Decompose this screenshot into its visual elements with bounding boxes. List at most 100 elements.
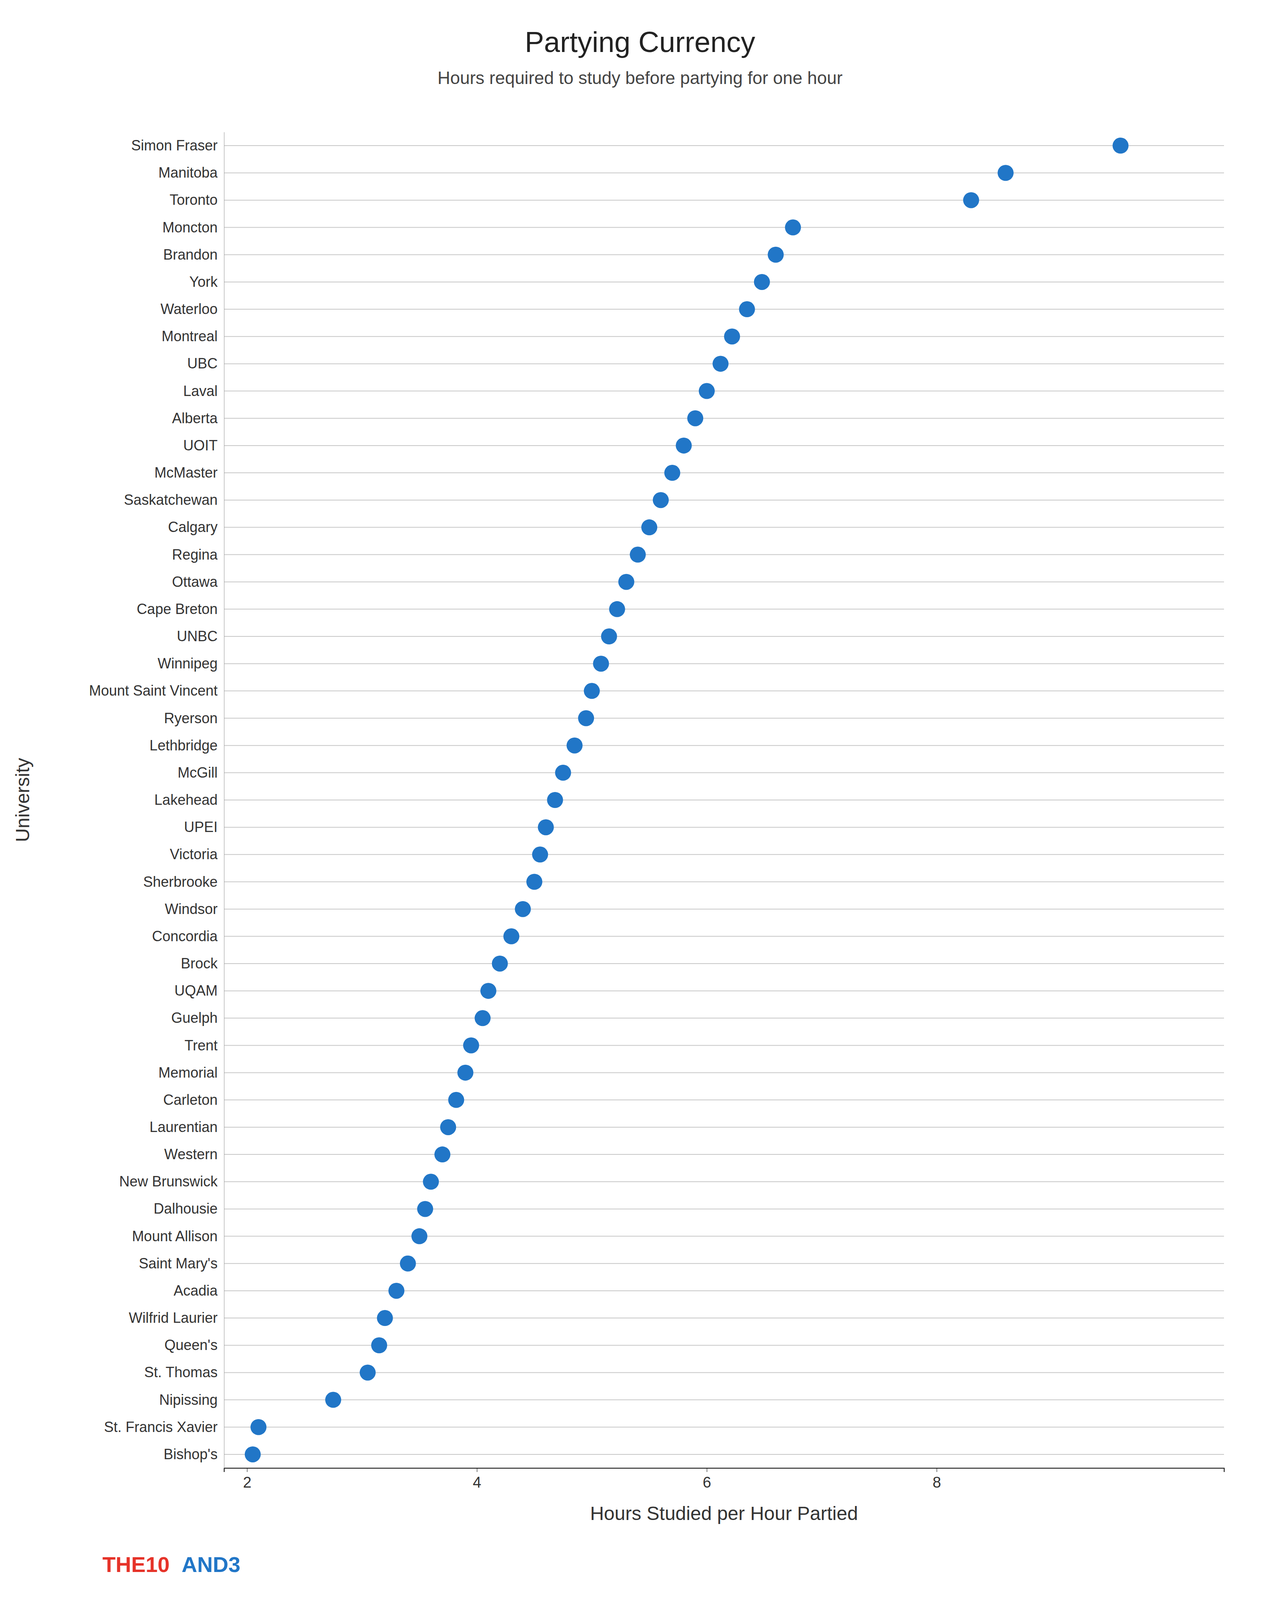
grid-line (224, 826, 1224, 828)
dot (767, 246, 784, 263)
y-tick-label: Guelph (171, 1009, 218, 1026)
grid-line (224, 1426, 1224, 1428)
x-tick-label: 6 (702, 1474, 712, 1491)
y-tick: UOIT (183, 437, 224, 454)
grid-line (224, 772, 1224, 774)
dot (480, 982, 497, 999)
y-axis-line (224, 132, 225, 1469)
x-tick-mark (936, 1468, 938, 1472)
x-tick-label: 4 (472, 1474, 482, 1491)
y-tick-label: Regina (172, 546, 218, 563)
y-tick-label: Wilfrid Laurier (128, 1309, 218, 1326)
y-tick-label: Laval (183, 382, 218, 400)
y-tick-label: Memorial (158, 1064, 218, 1081)
x-tick-label: 2 (242, 1474, 252, 1491)
y-tick-label: Lethbridge (149, 737, 218, 754)
x-tick-mark (246, 1468, 248, 1472)
dot (754, 274, 770, 290)
dot (422, 1173, 439, 1190)
grid-line (224, 854, 1224, 855)
grid (224, 145, 1224, 1455)
y-tick: Sherbrooke (143, 873, 224, 890)
grid-line (224, 1263, 1224, 1264)
y-tick-label: Trent (184, 1036, 218, 1054)
y-tick: UBC (187, 355, 224, 372)
grid-line (224, 1236, 1224, 1237)
y-tick-label: Concordia (152, 928, 218, 945)
y-tick-label: Simon Fraser (131, 137, 218, 154)
dot (503, 928, 520, 945)
dot (629, 546, 646, 563)
grid-line (224, 1181, 1224, 1182)
y-tick: Ottawa (172, 573, 224, 590)
y-tick-label: Calgary (168, 518, 218, 536)
y-tick: New Brunswick (119, 1173, 224, 1190)
y-axis: Bishop's St. Francis Xavier Nipissing St. T… (88, 132, 224, 1469)
y-tick: Acadia (173, 1282, 224, 1299)
x-axis-line (224, 1468, 1225, 1473)
y-tick-label: Western (164, 1146, 218, 1163)
brand-text: AND3 (181, 1552, 241, 1577)
grid-line (224, 499, 1224, 501)
y-tick-label: Queen's (164, 1336, 218, 1354)
y-tick-label: Sherbrooke (143, 873, 218, 890)
y-tick-label: Laurentian (149, 1118, 218, 1136)
grid-line (224, 281, 1224, 283)
dot (609, 601, 626, 618)
y-tick: Queen's (164, 1336, 224, 1354)
y-tick: York (189, 273, 224, 290)
chart: Partying CurrencyHours required to study… (0, 0, 1280, 1600)
grid-line (224, 881, 1224, 882)
y-tick-label: UPEI (184, 818, 218, 836)
dot (641, 519, 658, 536)
dot (784, 219, 801, 236)
grid-line (224, 336, 1224, 337)
dot (325, 1392, 342, 1408)
y-tick-label: Nipissing (159, 1391, 218, 1408)
y-tick-label: UBC (187, 355, 218, 372)
y-tick-label: Acadia (173, 1282, 218, 1299)
y-axis-title: University (12, 758, 34, 843)
grid-line (224, 1126, 1224, 1128)
y-tick: Cape Breton (136, 600, 224, 618)
grid-line (224, 1208, 1224, 1210)
background (0, 0, 1280, 1600)
grid-line (224, 1290, 1224, 1292)
y-tick: Moncton (162, 219, 224, 236)
y-tick-label: Carleton (163, 1091, 218, 1108)
y-tick-label: Bishop's (163, 1446, 218, 1463)
y-tick: Mount Allison (132, 1228, 224, 1245)
x-tick-mark (476, 1468, 478, 1472)
y-tick-label: St. Thomas (144, 1364, 218, 1381)
dot (463, 1037, 480, 1054)
y-tick: Laurentian (149, 1118, 224, 1136)
dot (547, 792, 564, 808)
grid-line (224, 936, 1224, 937)
y-tick: Waterloo (160, 300, 224, 318)
y-tick-label: Mount Saint Vincent (88, 682, 218, 699)
title: Partying Currency (524, 26, 756, 58)
dot (371, 1337, 388, 1354)
y-tick: Brandon (163, 246, 224, 263)
y-tick: Ryerson (164, 710, 224, 727)
y-tick-label: Victoria (170, 846, 218, 863)
y-tick: St. Francis Xavier (104, 1418, 224, 1436)
grid-line (224, 1454, 1224, 1455)
y-tick-label: Saint Mary's (138, 1255, 218, 1272)
marks (224, 137, 1224, 1463)
grid-line (224, 690, 1224, 692)
y-tick-label: Manitoba (158, 164, 218, 181)
y-tick: Bishop's (163, 1446, 224, 1463)
dot (376, 1310, 393, 1326)
x-axis-title: Hours Studied per Hour Partied (590, 1502, 858, 1524)
dot (555, 764, 572, 781)
dot (997, 164, 1014, 181)
grid-line (224, 745, 1224, 746)
x-tick-label: 8 (932, 1474, 942, 1491)
dots (244, 137, 1129, 1463)
grid-line (224, 1317, 1224, 1319)
y-tick: Toronto (169, 191, 224, 208)
x-tick: 6 (702, 1468, 712, 1491)
y-tick-label: St. Francis Xavier (104, 1418, 218, 1436)
y-tick: UQAM (174, 982, 224, 999)
